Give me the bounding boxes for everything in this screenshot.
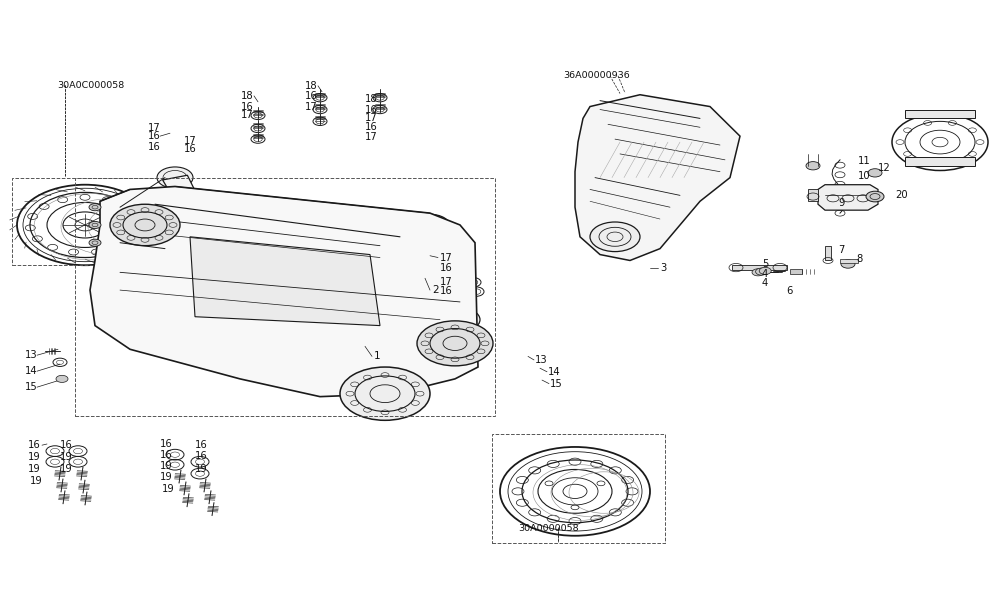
Bar <box>825 246 831 260</box>
Text: 11: 11 <box>858 156 871 166</box>
Bar <box>808 189 818 201</box>
Circle shape <box>157 167 193 188</box>
Circle shape <box>752 269 764 276</box>
Text: 7: 7 <box>838 245 844 255</box>
Text: 16: 16 <box>365 123 378 132</box>
Circle shape <box>806 162 820 170</box>
Circle shape <box>866 191 884 202</box>
Text: 17: 17 <box>440 277 453 287</box>
Text: 1: 1 <box>374 352 381 361</box>
Text: 30A0C000058: 30A0C000058 <box>57 81 124 91</box>
Circle shape <box>756 268 768 275</box>
Polygon shape <box>818 185 878 210</box>
Text: 17: 17 <box>184 136 197 146</box>
Text: 16: 16 <box>365 105 378 114</box>
Polygon shape <box>90 186 478 397</box>
Text: 14: 14 <box>25 366 38 376</box>
Bar <box>840 259 858 263</box>
Bar <box>732 265 787 270</box>
Text: 18: 18 <box>365 95 378 104</box>
Circle shape <box>868 169 882 177</box>
Text: 8: 8 <box>856 255 862 264</box>
Text: 19: 19 <box>30 476 43 485</box>
Text: 18: 18 <box>305 81 318 91</box>
Text: 10: 10 <box>858 172 871 181</box>
Text: 3: 3 <box>660 263 666 272</box>
Text: 17: 17 <box>440 253 453 262</box>
Circle shape <box>340 367 430 420</box>
Text: 17: 17 <box>241 111 254 120</box>
Text: 19: 19 <box>195 464 208 474</box>
Bar <box>790 269 802 274</box>
Text: 19: 19 <box>160 472 173 482</box>
Text: 5: 5 <box>762 259 768 269</box>
Text: 14: 14 <box>548 367 561 377</box>
Text: 16: 16 <box>28 440 41 450</box>
Circle shape <box>410 214 450 238</box>
Text: 13: 13 <box>25 350 38 360</box>
Text: 17: 17 <box>305 102 318 111</box>
Polygon shape <box>575 95 740 260</box>
Bar <box>905 110 975 118</box>
Text: 19: 19 <box>28 452 41 462</box>
Circle shape <box>56 375 68 382</box>
Text: 9: 9 <box>838 198 844 208</box>
Text: 17: 17 <box>365 133 378 142</box>
Circle shape <box>417 321 493 366</box>
Circle shape <box>841 260 855 268</box>
Text: 16: 16 <box>148 142 161 152</box>
Text: 15: 15 <box>25 382 38 392</box>
Text: 36A00000936: 36A00000936 <box>563 71 630 81</box>
Text: 19: 19 <box>162 484 175 494</box>
Text: 12: 12 <box>878 163 891 173</box>
Text: 16: 16 <box>305 91 318 101</box>
Text: 2: 2 <box>432 285 439 295</box>
Text: 19: 19 <box>60 464 73 474</box>
Text: 16: 16 <box>241 102 254 111</box>
Text: 30A0000058: 30A0000058 <box>518 523 579 533</box>
Text: 16: 16 <box>160 450 173 459</box>
Text: 16: 16 <box>60 440 73 450</box>
Polygon shape <box>190 237 380 326</box>
Text: 16: 16 <box>195 440 208 450</box>
Text: 18: 18 <box>241 91 254 101</box>
Circle shape <box>202 250 238 271</box>
Text: 15: 15 <box>550 379 563 388</box>
Circle shape <box>110 204 180 246</box>
Circle shape <box>89 221 101 229</box>
Text: 16: 16 <box>160 439 173 449</box>
Circle shape <box>440 308 480 332</box>
Circle shape <box>759 268 771 275</box>
Text: 17: 17 <box>365 114 378 123</box>
Text: 19: 19 <box>60 452 73 462</box>
Circle shape <box>590 222 640 252</box>
Circle shape <box>89 204 101 211</box>
Text: 19: 19 <box>160 462 173 471</box>
Circle shape <box>89 239 101 246</box>
Bar <box>905 157 975 166</box>
Text: 6: 6 <box>786 287 792 296</box>
Text: 20: 20 <box>895 191 908 200</box>
Text: 13: 13 <box>535 355 548 365</box>
Text: 19: 19 <box>28 464 41 474</box>
Polygon shape <box>415 224 472 321</box>
Text: 4: 4 <box>762 278 768 288</box>
Text: 17: 17 <box>148 124 161 133</box>
Text: 16: 16 <box>440 287 453 296</box>
Text: 16: 16 <box>195 451 208 461</box>
Text: 16: 16 <box>440 263 453 272</box>
Text: 4: 4 <box>762 269 768 278</box>
Text: 16: 16 <box>148 131 161 141</box>
Text: 16: 16 <box>184 144 197 154</box>
Polygon shape <box>163 175 229 262</box>
